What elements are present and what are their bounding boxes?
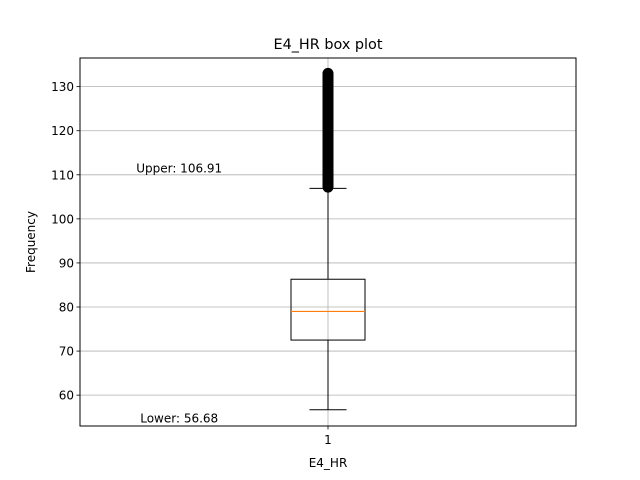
y-tick-label: 70 xyxy=(59,345,74,359)
iqr-box xyxy=(290,278,366,341)
annotation-label: Upper: 106.91 xyxy=(136,162,222,176)
x-axis-label: E4_HR xyxy=(309,456,348,470)
x-axis-ticks: 1 xyxy=(324,426,332,447)
y-axis-ticks: 60 70 80 90 100 110 120 130 xyxy=(51,80,80,403)
x-tick-label: 1 xyxy=(324,433,332,447)
plot-frame xyxy=(79,57,577,427)
annotation-label: Lower: 56.68 xyxy=(140,411,218,425)
y-axis-label: Frequency xyxy=(24,211,38,273)
box-series xyxy=(290,67,366,411)
y-tick-label: 60 xyxy=(59,389,74,403)
y-tick-label: 120 xyxy=(51,124,74,138)
y-tick-label: 100 xyxy=(51,212,74,226)
y-tick-label: 90 xyxy=(59,256,74,270)
chart-title: E4_HR box plot xyxy=(273,37,382,53)
y-tick-label: 110 xyxy=(51,168,74,182)
annotations: Upper: 106.91 Lower: 56.68 xyxy=(136,162,222,426)
y-tick-label: 80 xyxy=(59,301,74,315)
y-tick-label: 130 xyxy=(51,80,74,94)
